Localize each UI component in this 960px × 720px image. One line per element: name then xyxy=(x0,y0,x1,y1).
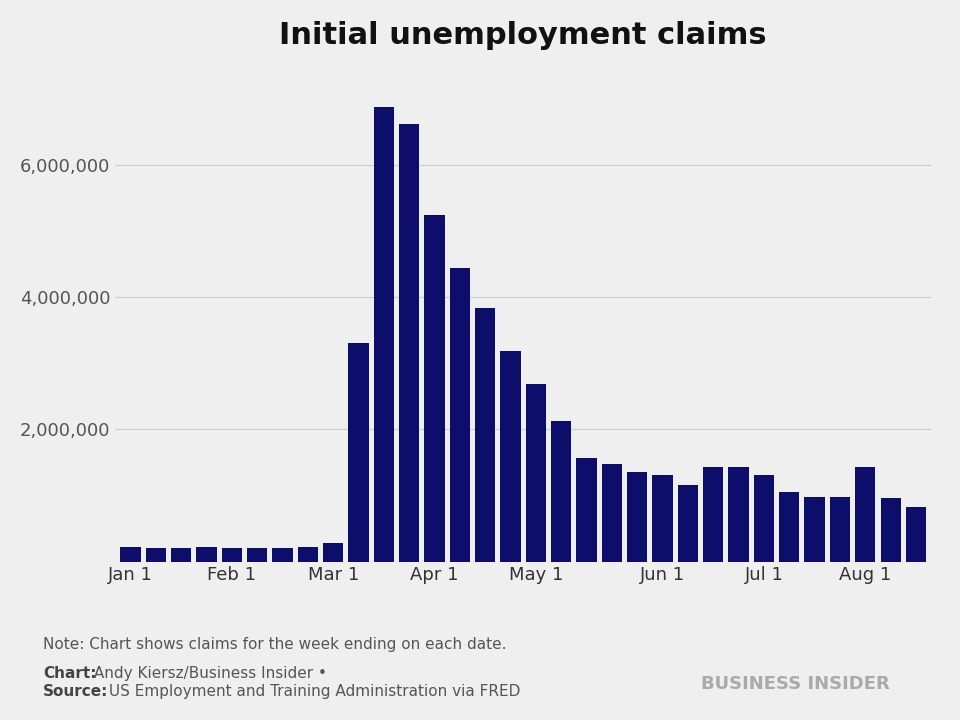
Bar xyxy=(120,547,140,562)
Bar xyxy=(754,475,774,562)
Bar xyxy=(348,343,369,562)
Title: Initial unemployment claims: Initial unemployment claims xyxy=(279,21,767,50)
Bar xyxy=(678,485,698,562)
Text: Chart:: Chart: xyxy=(43,666,97,681)
Bar xyxy=(475,307,495,562)
Bar xyxy=(576,458,597,562)
Bar xyxy=(171,548,191,562)
Bar xyxy=(880,498,900,562)
Bar xyxy=(804,497,825,562)
Text: Andy Kiersz/Business Insider •: Andy Kiersz/Business Insider • xyxy=(89,666,327,681)
Bar xyxy=(500,351,520,562)
Bar xyxy=(146,548,166,562)
Bar xyxy=(449,268,470,562)
Bar xyxy=(627,472,647,562)
Text: Source:: Source: xyxy=(43,684,108,699)
Bar xyxy=(653,475,673,562)
Bar xyxy=(906,507,926,562)
Bar xyxy=(323,543,344,562)
Bar xyxy=(703,467,724,562)
Text: Note: Chart shows claims for the week ending on each date.: Note: Chart shows claims for the week en… xyxy=(43,637,507,652)
Bar xyxy=(526,384,546,562)
Bar xyxy=(196,547,217,562)
Bar xyxy=(399,124,420,562)
Bar xyxy=(829,498,851,562)
Bar xyxy=(551,421,571,562)
Text: BUSINESS INSIDER: BUSINESS INSIDER xyxy=(701,675,890,693)
Bar xyxy=(602,464,622,562)
Bar xyxy=(298,547,318,562)
Bar xyxy=(424,215,444,562)
Bar xyxy=(222,548,242,562)
Bar xyxy=(247,548,267,562)
Bar xyxy=(273,548,293,562)
Text: US Employment and Training Administration via FRED: US Employment and Training Administratio… xyxy=(104,684,520,699)
Bar xyxy=(855,467,876,562)
Bar xyxy=(729,467,749,562)
Bar xyxy=(780,492,800,562)
Bar xyxy=(373,107,394,562)
